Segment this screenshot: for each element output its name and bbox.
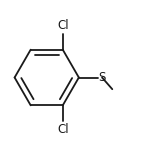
Text: Cl: Cl — [57, 123, 69, 136]
Text: S: S — [98, 71, 106, 84]
Text: Cl: Cl — [57, 19, 69, 32]
